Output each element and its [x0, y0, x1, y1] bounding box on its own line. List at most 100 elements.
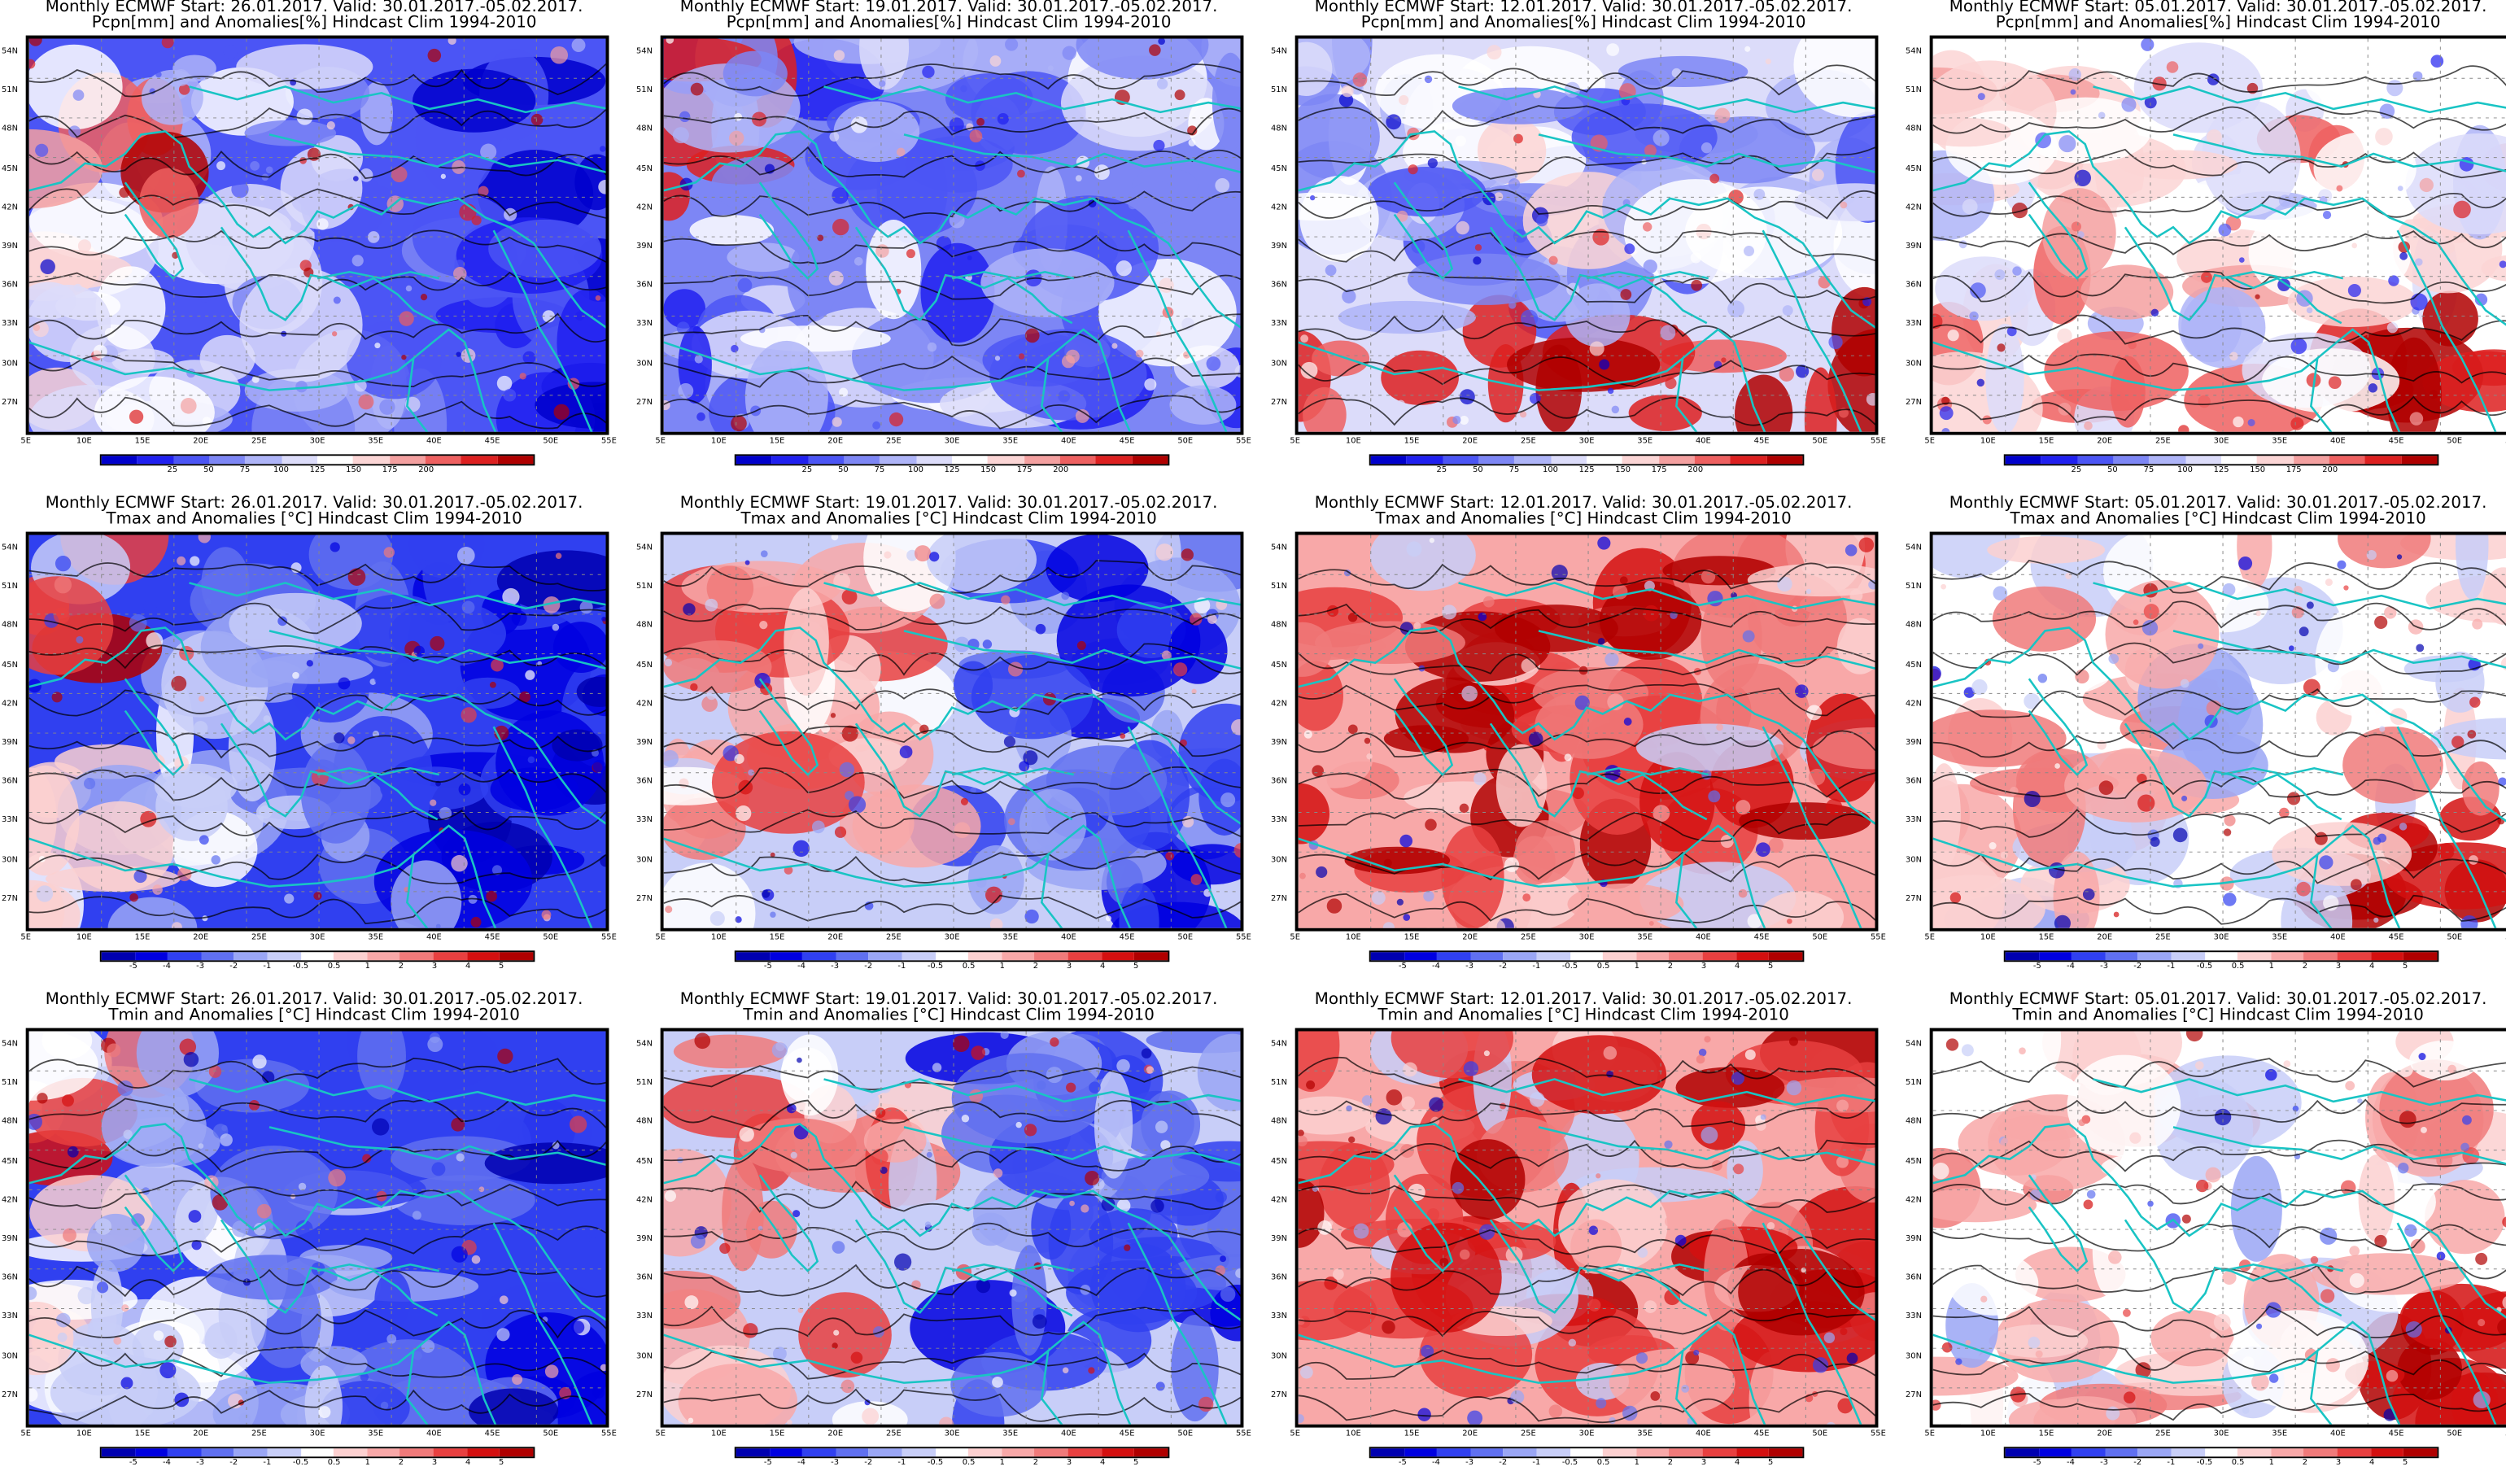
colorbar-label: 75	[1508, 465, 1520, 476]
colorbar-label: 150	[2250, 465, 2266, 476]
lat-label: 39N	[1, 242, 18, 251]
map-area[interactable]	[660, 1028, 1244, 1428]
colorbar	[734, 1447, 1170, 1459]
colorbar-swatch	[234, 1448, 268, 1457]
panel-content: Monthly ECMWF Start: 19.01.2017. Valid: …	[635, 992, 1263, 1484]
forecast-panel: Monthly ECMWF Start: 19.01.2017. Valid: …	[635, 495, 1253, 984]
panel-title-line1: Monthly ECMWF Start: 12.01.2017. Valid: …	[1314, 0, 1853, 16]
forecast-panel: Monthly ECMWF Start: 05.01.2017. Valid: …	[1904, 0, 2506, 488]
lon-label: 40E	[1060, 436, 1076, 447]
lat-label: 36N	[1270, 776, 1287, 787]
lon-label: 25E	[885, 1429, 902, 1439]
colorbar-label: 5	[1133, 1458, 1139, 1469]
lon-label: 35E	[368, 1429, 384, 1439]
lon-label: 15E	[134, 1429, 151, 1439]
lat-label: 54N	[635, 46, 653, 57]
panel-title-line1: Monthly ECMWF Start: 26.01.2017. Valid: …	[45, 495, 583, 513]
colorbar-label: 2	[1667, 962, 1674, 972]
colorbar-swatch	[2238, 952, 2272, 961]
lon-label: 25E	[1520, 436, 1536, 447]
colorbar-label: 25	[2071, 465, 2082, 476]
lon-label: 25E	[885, 436, 902, 447]
lon-label: 55E	[1871, 436, 1886, 447]
colorbar	[734, 454, 1170, 466]
map-area[interactable]	[25, 35, 609, 435]
colorbar-swatch	[1603, 952, 1637, 961]
panel-title-line2: Tmax and Anomalies [°C] Hindcast Clim 19…	[740, 510, 1157, 529]
anomaly-field	[663, 1031, 1241, 1425]
colorbar-label: -1	[2167, 1458, 2176, 1469]
lon-label: 10E	[710, 436, 727, 447]
colorbar-swatch	[2105, 1448, 2138, 1457]
colorbar-label: -4	[163, 962, 171, 972]
lat-label: 30N	[1270, 358, 1287, 369]
colorbar-label: 1	[1634, 1458, 1639, 1469]
lat-label: 39N	[1905, 1234, 1922, 1244]
lon-label: 20E	[2097, 1429, 2113, 1439]
map-area[interactable]	[1294, 531, 1879, 932]
colorbar-label: 100	[2177, 465, 2193, 476]
map-area[interactable]	[1929, 35, 2506, 435]
lon-label: 10E	[76, 932, 92, 943]
map-area[interactable]	[660, 35, 1244, 435]
lat-label: 45N	[1905, 1156, 1922, 1167]
panel-title-line2: Tmin and Anomalies [°C] Hindcast Clim 19…	[1377, 1006, 1789, 1025]
colorbar-label: 4	[1099, 962, 1106, 972]
panel-title-line2: Tmax and Anomalies [°C] Hindcast Clim 19…	[1375, 510, 1792, 529]
lon-label: 5E	[1924, 1429, 1935, 1439]
colorbar-swatch	[1132, 456, 1168, 465]
lat-label: 48N	[635, 124, 653, 135]
lat-label: 39N	[1905, 242, 1922, 251]
lon-label: 50E	[1812, 932, 1828, 943]
colorbar-swatch	[1735, 1448, 1770, 1457]
colorbar-swatch	[2271, 1448, 2304, 1457]
colorbar-label: -0.5	[927, 962, 944, 972]
map-area[interactable]	[1294, 1028, 1879, 1428]
lat-label: 54N	[1270, 46, 1287, 57]
lon-label: 30E	[309, 436, 325, 447]
colorbar-label: 75	[874, 465, 885, 476]
lat-label: 36N	[1905, 1272, 1922, 1283]
lat-label: 42N	[1, 203, 18, 212]
lat-label: 30N	[1905, 854, 1922, 865]
lat-label: 30N	[1905, 358, 1922, 369]
colorbar-label: 50	[1473, 465, 1483, 476]
lon-label: 30E	[944, 932, 960, 943]
colorbar-label: -3	[2100, 1458, 2109, 1469]
colorbar-label: 0.5	[1596, 1458, 1610, 1469]
lat-label: 39N	[635, 738, 653, 748]
map-area[interactable]	[1929, 531, 2506, 932]
lat-label: 36N	[1905, 776, 1922, 787]
map-area[interactable]	[25, 1028, 609, 1428]
colorbar-swatch	[1095, 456, 1133, 465]
colorbar-swatch	[2072, 1448, 2106, 1457]
colorbar-label: 1	[2268, 1458, 2274, 1469]
forecast-panel: Monthly ECMWF Start: 05.01.2017. Valid: …	[1904, 495, 2506, 984]
lat-label: 39N	[635, 242, 653, 251]
anomaly-field	[663, 38, 1241, 432]
lat-label: 45N	[635, 1156, 653, 1167]
lon-label: 15E	[134, 932, 151, 943]
map-area[interactable]	[1294, 35, 1879, 435]
forecast-panel: Monthly ECMWF Start: 19.01.2017. Valid: …	[635, 992, 1253, 1481]
lon-label: 45E	[1753, 1429, 1770, 1439]
colorbar-label: 175	[382, 465, 398, 476]
colorbar-label: 5	[499, 962, 504, 972]
colorbar-swatch	[466, 1448, 500, 1457]
lon-label: 5E	[655, 932, 666, 943]
map-area[interactable]	[660, 531, 1244, 932]
colorbar-swatch	[2038, 1448, 2072, 1457]
colorbar-swatch	[2137, 952, 2172, 961]
lon-label: 20E	[1462, 436, 1478, 447]
anomaly-field	[28, 1031, 606, 1425]
lat-label: 45N	[1, 660, 18, 670]
lon-label: 50E	[1812, 436, 1828, 447]
colorbar-label: 150	[980, 465, 997, 476]
map-area[interactable]	[1929, 1028, 2506, 1428]
lon-label: 15E	[1404, 436, 1420, 447]
colorbar-label: 0.5	[327, 962, 341, 972]
map-area[interactable]	[25, 531, 609, 932]
lon-label: 25E	[1520, 932, 1536, 943]
lat-label: 33N	[1905, 1312, 1922, 1322]
lon-label: 5E	[655, 1429, 666, 1439]
